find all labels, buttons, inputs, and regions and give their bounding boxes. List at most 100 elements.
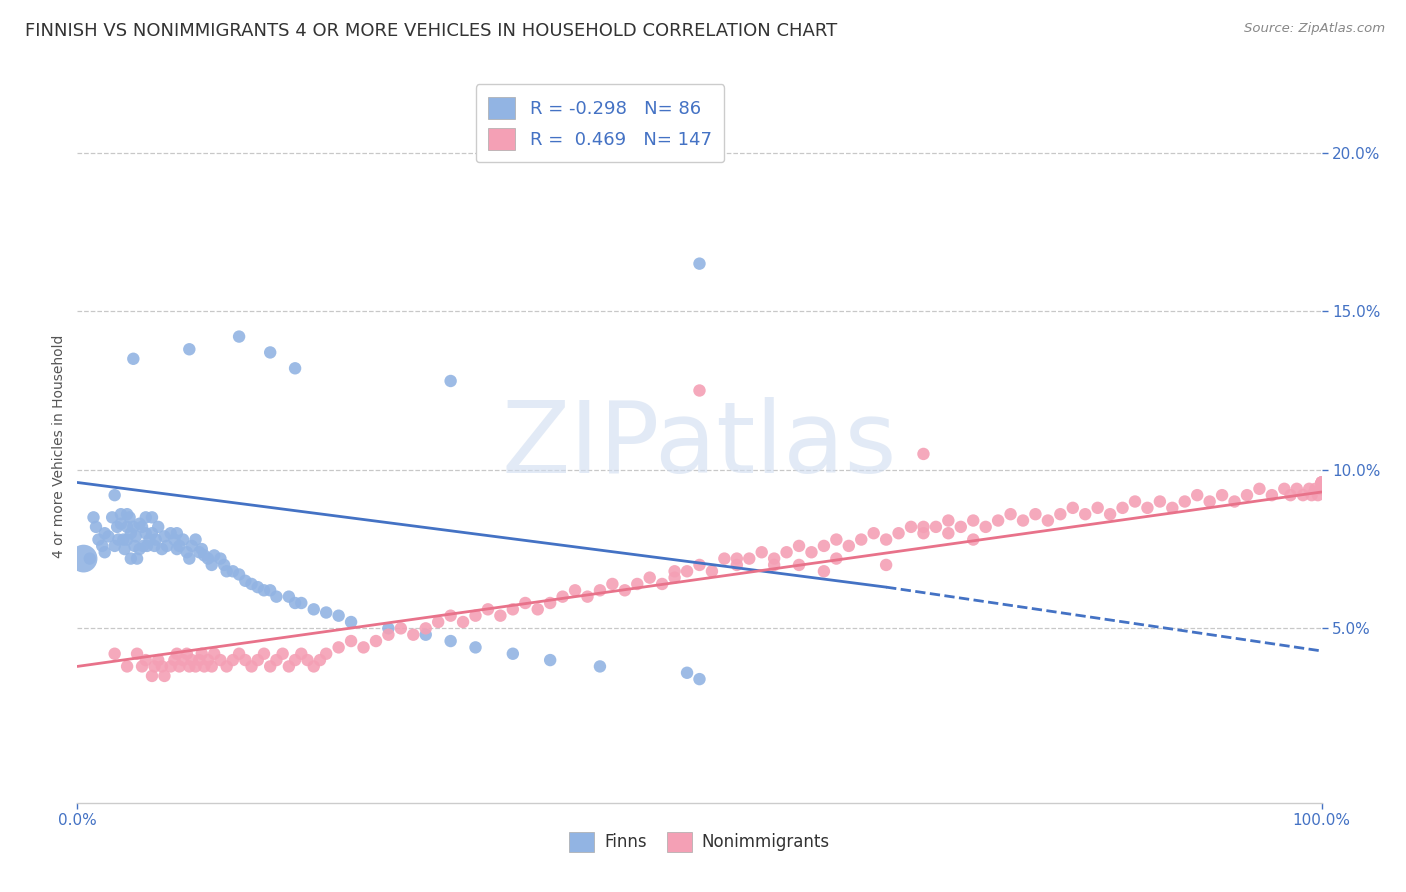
Point [180, 653, 202, 667]
Point [1292, 488, 1315, 502]
Point [122, 520, 145, 534]
Point [464, 608, 486, 623]
Point [725, 551, 748, 566]
Point [725, 558, 748, 572]
Point [340, 634, 363, 648]
Point [415, 621, 437, 635]
Point [987, 514, 1010, 528]
Point [862, 526, 884, 541]
Point [1062, 500, 1084, 515]
Point [159, 526, 181, 541]
Legend: Finns, Nonimmigrants: Finns, Nonimmigrants [562, 825, 837, 859]
Point [131, 520, 153, 534]
Point [172, 533, 194, 547]
Point [1279, 488, 1302, 502]
Point [763, 551, 786, 566]
Point [141, 669, 163, 683]
Point [197, 551, 219, 566]
Point [163, 533, 186, 547]
Point [120, 551, 142, 566]
Point [202, 647, 225, 661]
Point [104, 647, 127, 661]
Point [1136, 500, 1159, 515]
Point [215, 564, 238, 578]
Point [651, 577, 673, 591]
Point [974, 520, 997, 534]
Point [751, 545, 773, 559]
Point [141, 526, 163, 541]
Point [104, 488, 127, 502]
Point [193, 659, 215, 673]
Point [1310, 482, 1333, 496]
Point [233, 574, 256, 588]
Point [128, 542, 150, 557]
Point [900, 520, 922, 534]
Point [538, 653, 561, 667]
Point [240, 659, 263, 673]
Point [145, 533, 167, 547]
Point [143, 659, 166, 673]
Point [97, 529, 120, 543]
Point [188, 545, 211, 559]
Point [676, 665, 699, 680]
Point [912, 447, 935, 461]
Point [1198, 494, 1220, 508]
Point [526, 602, 548, 616]
Point [215, 659, 238, 673]
Point [309, 653, 332, 667]
Point [1149, 494, 1171, 508]
Point [589, 583, 612, 598]
Point [148, 520, 170, 534]
Point [1249, 482, 1271, 496]
Point [179, 551, 201, 566]
Point [502, 602, 524, 616]
Point [169, 659, 191, 673]
Point [143, 539, 166, 553]
Point [135, 526, 157, 541]
Point [212, 558, 235, 572]
Point [297, 653, 319, 667]
Point [800, 545, 823, 559]
Point [124, 539, 146, 553]
Point [962, 514, 984, 528]
Point [184, 533, 207, 547]
Point [277, 659, 299, 673]
Point [464, 640, 486, 655]
Point [148, 653, 170, 667]
Point [302, 602, 325, 616]
Point [887, 526, 910, 541]
Point [169, 539, 191, 553]
Point [1310, 475, 1333, 490]
Point [125, 551, 148, 566]
Point [377, 628, 399, 642]
Point [626, 577, 648, 591]
Point [91, 539, 114, 553]
Point [72, 551, 94, 566]
Point [277, 590, 299, 604]
Point [302, 659, 325, 673]
Point [284, 596, 307, 610]
Point [936, 514, 959, 528]
Point [551, 590, 574, 604]
Point [112, 533, 135, 547]
Point [775, 545, 797, 559]
Point [246, 580, 269, 594]
Point [602, 577, 624, 591]
Point [1310, 482, 1333, 496]
Point [427, 615, 450, 629]
Point [115, 533, 138, 547]
Point [912, 520, 935, 534]
Point [188, 653, 211, 667]
Point [153, 529, 176, 543]
Point [114, 542, 136, 557]
Point [1074, 507, 1097, 521]
Point [193, 549, 215, 563]
Point [159, 659, 181, 673]
Point [179, 659, 201, 673]
Point [253, 583, 276, 598]
Point [439, 608, 461, 623]
Point [315, 606, 337, 620]
Point [613, 583, 636, 598]
Point [664, 571, 686, 585]
Point [1049, 507, 1071, 521]
